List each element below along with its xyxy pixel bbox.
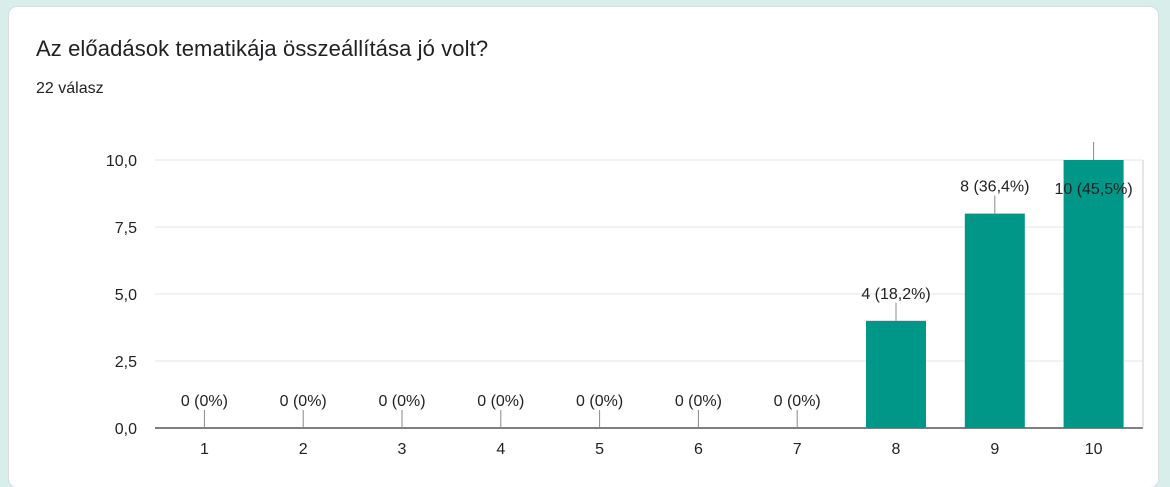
data-label: 0 (0%) xyxy=(774,393,821,410)
data-label: 0 (0%) xyxy=(280,393,327,410)
x-tick-label: 8 xyxy=(892,441,901,458)
data-label: 0 (0%) xyxy=(576,393,623,410)
x-tick-label: 9 xyxy=(990,441,999,458)
bar[interactable] xyxy=(1063,160,1124,428)
y-axis-ticks: 0,0 2,5 5,0 7,5 10,0 xyxy=(106,153,137,438)
data-label: 0 (0%) xyxy=(181,393,228,410)
x-tick-label: 7 xyxy=(793,441,802,458)
x-tick-label: 6 xyxy=(694,441,703,458)
question-title: Az előadások tematikája összeállítása jó… xyxy=(36,36,489,61)
data-label: 4 (18,2%) xyxy=(861,286,930,303)
response-count: 22 válasz xyxy=(36,80,104,97)
y-tick-label: 0,0 xyxy=(115,421,137,438)
x-tick-label: 1 xyxy=(200,441,209,458)
data-label: 0 (0%) xyxy=(675,393,722,410)
data-label: 0 (0%) xyxy=(477,393,524,410)
x-axis-ticks: 1 2 3 4 5 6 7 8 9 10 xyxy=(200,441,1103,458)
data-label: 10 (45,5%) xyxy=(1054,181,1132,198)
data-labels: 0 (0%) 0 (0%) 0 (0%) 0 (0%) 0 (0%) 0 (0%) 0 (0… xyxy=(181,142,1133,428)
y-tick-label: 5,0 xyxy=(115,287,137,304)
bar[interactable] xyxy=(866,320,926,428)
y-tick-label: 7,5 xyxy=(115,220,137,237)
x-tick-label: 2 xyxy=(299,441,308,458)
y-tick-label: 10,0 xyxy=(106,153,137,170)
y-tick-label: 2,5 xyxy=(115,354,137,371)
data-label: 0 (0%) xyxy=(378,393,425,410)
x-tick-label: 4 xyxy=(496,441,505,458)
bars xyxy=(866,160,1124,428)
bar[interactable] xyxy=(964,213,1025,428)
x-tick-label: 5 xyxy=(595,441,604,458)
bar-chart: 0,02,55,07,510,0 0 (0%) 0 (0%) 0 (0%) 0 (0%… xyxy=(106,142,1144,458)
x-tick-label: 10 xyxy=(1085,441,1103,458)
x-tick-label: 3 xyxy=(398,441,407,458)
data-label: 8 (36,4%) xyxy=(960,179,1029,196)
